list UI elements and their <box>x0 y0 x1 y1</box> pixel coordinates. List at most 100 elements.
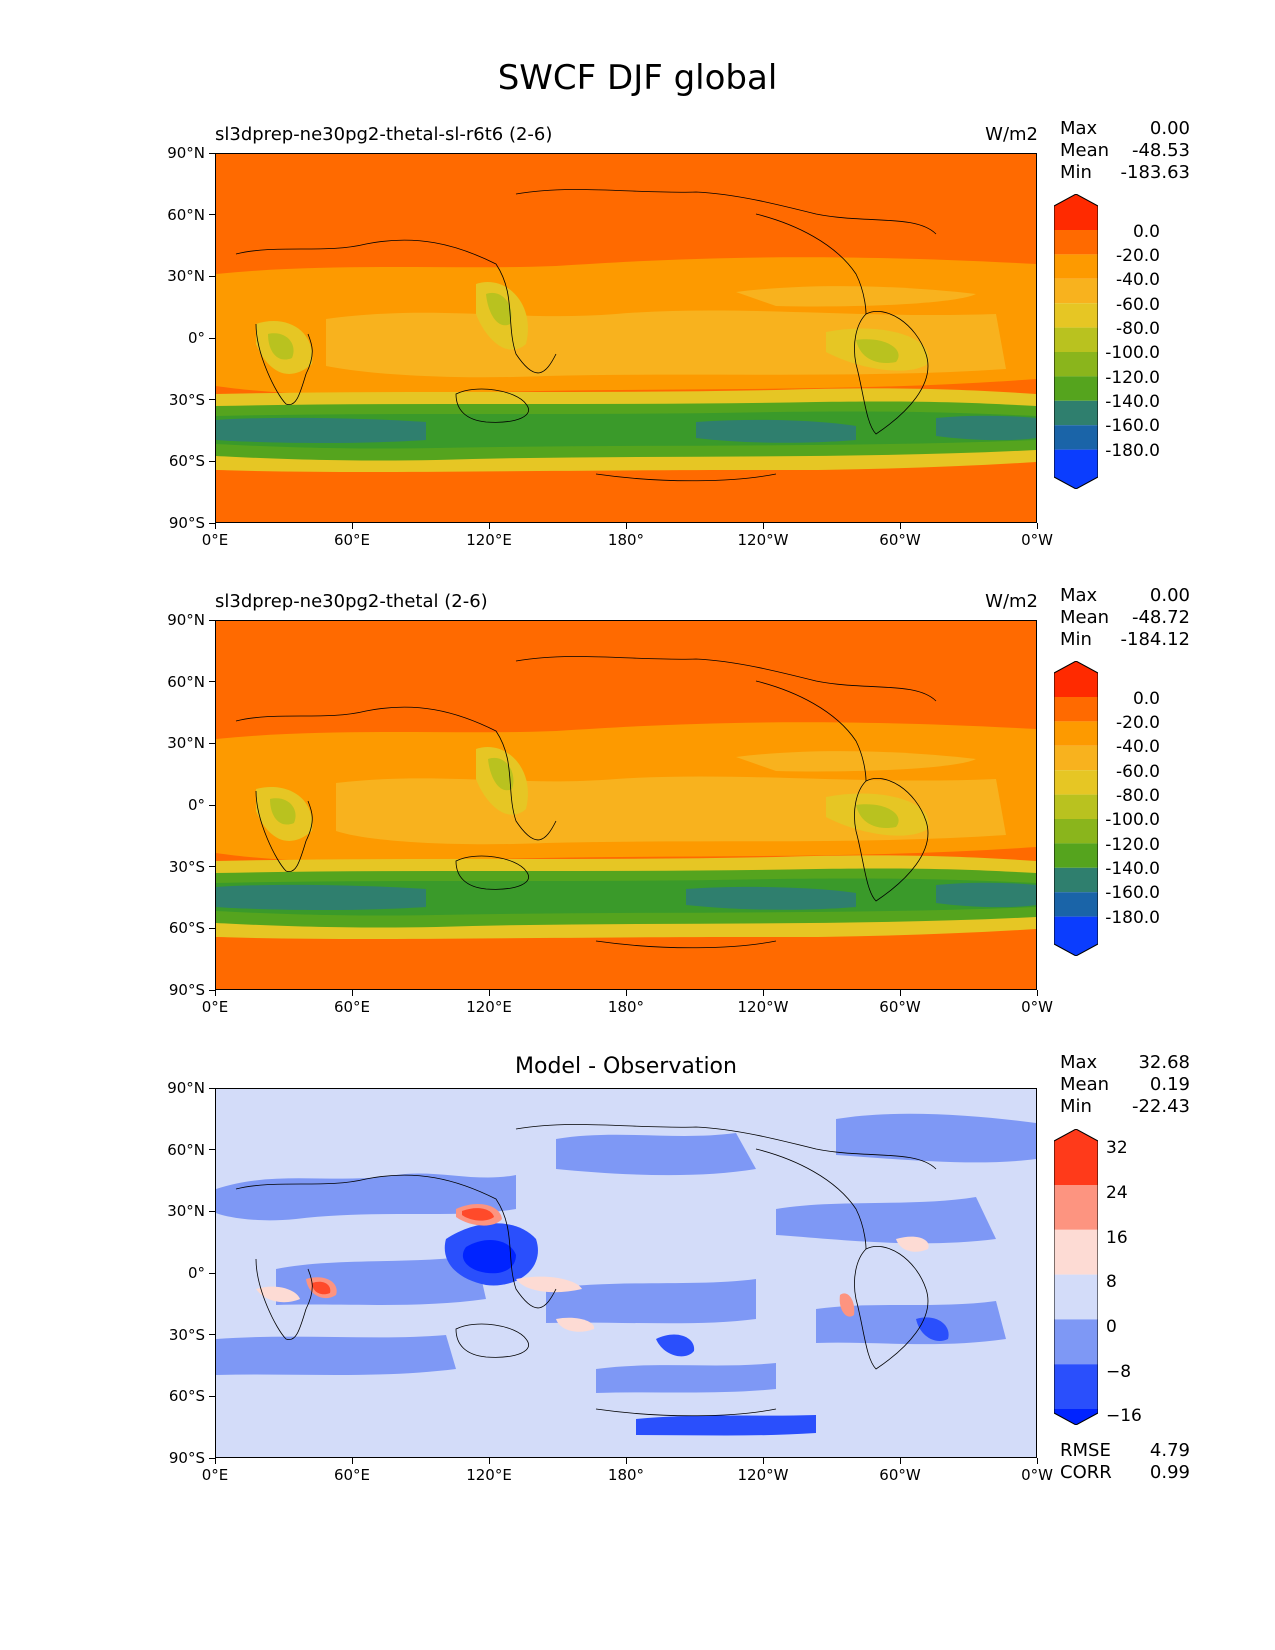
stat-label: Max <box>1060 1052 1098 1073</box>
lat-tick-label: 90°N <box>167 1079 205 1097</box>
lat-tick <box>209 1210 215 1212</box>
colorbar-label: −8 <box>1106 1362 1132 1382</box>
lat-tick <box>209 460 215 462</box>
colorbar-label: -140.0 <box>1105 859 1160 879</box>
lat-tick-label: 60°N <box>167 672 205 691</box>
panel-2-map <box>215 620 1037 990</box>
colorbar-segment <box>1054 194 1098 230</box>
lat-tick-label: 60°S <box>168 452 205 471</box>
lat-tick-label: 90°N <box>167 611 205 629</box>
lon-tick <box>762 1458 764 1464</box>
lon-tick <box>214 1458 216 1464</box>
stat-label: Min <box>1060 1096 1092 1117</box>
lat-tick-label: 30°S <box>168 1325 205 1344</box>
lon-tick <box>625 523 627 529</box>
panel-3-stats: Max 32.68 Mean 0.19 Min -22.43 <box>1060 1052 1190 1118</box>
stat-value: -183.63 <box>1120 162 1190 183</box>
colorbar-segment <box>1054 770 1098 795</box>
colorbar-segment <box>1054 352 1098 377</box>
lat-tick-label: 0° <box>187 796 205 814</box>
lon-tick <box>214 523 216 529</box>
lon-tick-label: 120°E <box>466 998 512 1016</box>
colorbar-segment <box>1054 1229 1098 1275</box>
colorbar-segment <box>1054 254 1098 279</box>
lat-tick <box>209 1334 215 1336</box>
lat-tick <box>209 1149 215 1151</box>
lat-tick-label: 90°S <box>168 514 205 532</box>
colorbar-label: -40.0 <box>1116 737 1160 757</box>
panel-2-units: W/m2 <box>985 591 1038 612</box>
metric-value: 4.79 <box>1149 1440 1190 1461</box>
colorbar-label: 24 <box>1106 1183 1128 1203</box>
lon-tick-label: 120°E <box>466 531 512 549</box>
lon-tick <box>351 523 353 529</box>
panel-1-colorbar <box>1053 193 1099 490</box>
colorbar-label: -100.0 <box>1105 810 1160 830</box>
lon-tick <box>488 990 490 996</box>
colorbar-segment <box>1054 303 1098 328</box>
lon-tick <box>488 523 490 529</box>
colorbar-segment <box>1054 697 1098 722</box>
stat-value: 0.00 <box>1149 585 1190 606</box>
colorbar-segment <box>1054 867 1098 893</box>
lat-tick <box>209 1395 215 1397</box>
colorbar-segment <box>1054 916 1098 956</box>
colorbar-segment <box>1054 892 1098 917</box>
colorbar-segment <box>1054 721 1098 746</box>
lon-tick <box>762 523 764 529</box>
lat-tick <box>209 866 215 868</box>
colorbar-label: 0 <box>1106 1317 1117 1337</box>
metric-label: RMSE <box>1060 1440 1111 1461</box>
colorbar-label: -20.0 <box>1116 713 1160 733</box>
colorbar-segment <box>1054 327 1098 352</box>
lon-tick-label: 0°E <box>201 998 229 1016</box>
lat-tick-label: 30°N <box>167 1202 205 1221</box>
colorbar-label: -180.0 <box>1105 441 1160 461</box>
stat-value: 0.00 <box>1149 118 1190 139</box>
lon-tick <box>351 990 353 996</box>
lon-tick-label: 60°W <box>879 1466 921 1484</box>
lat-tick <box>209 989 215 991</box>
panel-3-metrics: RMSE 4.79 CORR 0.99 <box>1060 1440 1190 1484</box>
lat-tick <box>209 152 215 154</box>
lat-tick <box>209 337 215 339</box>
stat-label: Mean <box>1060 140 1110 161</box>
colorbar-segment <box>1054 376 1098 401</box>
colorbar-label: 16 <box>1106 1228 1128 1248</box>
lat-tick-label: 90°S <box>168 1449 205 1467</box>
lat-tick-label: 90°S <box>168 981 205 999</box>
colorbar-label: -40.0 <box>1116 270 1160 290</box>
stat-label: Max <box>1060 118 1098 139</box>
colorbar-label: -100.0 <box>1105 343 1160 363</box>
lon-tick-label: 180° <box>607 531 645 549</box>
colorbar-segment <box>1054 661 1098 697</box>
colorbar-label: -60.0 <box>1116 762 1160 782</box>
stat-value: 0.19 <box>1149 1074 1190 1095</box>
lon-tick-label: 0°W <box>1021 1466 1053 1484</box>
colorbar-segment <box>1054 1129 1098 1185</box>
lat-tick-label: 60°N <box>167 205 205 224</box>
lon-tick <box>351 1458 353 1464</box>
lon-tick <box>899 523 901 529</box>
colorbar-label: −16 <box>1106 1406 1142 1426</box>
colorbar-segment <box>1054 1364 1098 1409</box>
colorbar-label: -180.0 <box>1105 908 1160 928</box>
lat-tick-label: 30°N <box>167 734 205 753</box>
colorbar-segment <box>1054 1185 1098 1230</box>
lon-tick <box>1036 1458 1038 1464</box>
lat-tick <box>209 1457 215 1459</box>
colorbar-label: -80.0 <box>1116 786 1160 806</box>
lat-tick <box>209 1087 215 1089</box>
colorbar-segment <box>1054 230 1098 255</box>
lon-tick-label: 60°E <box>333 531 371 549</box>
lat-tick-label: 90°N <box>167 144 205 162</box>
colorbar-label: -20.0 <box>1116 246 1160 266</box>
colorbar-label: 8 <box>1106 1272 1117 1292</box>
lon-tick-label: 180° <box>607 1466 645 1484</box>
colorbar-segment <box>1054 278 1098 304</box>
stat-value: -48.53 <box>1131 140 1190 161</box>
lat-tick-label: 0° <box>187 329 205 347</box>
colorbar-label: -140.0 <box>1105 392 1160 412</box>
colorbar-segment <box>1054 745 1098 771</box>
colorbar-label: 0.0 <box>1132 222 1160 242</box>
